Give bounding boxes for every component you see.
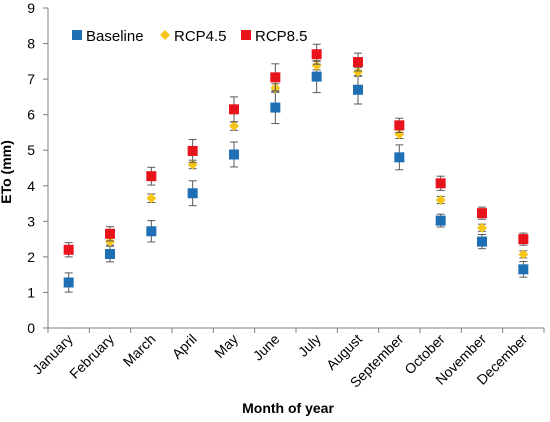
series-rcp4-5	[63, 60, 529, 260]
data-point	[394, 129, 405, 140]
data-point	[105, 228, 115, 239]
y-tick-label: 1	[27, 284, 35, 300]
x-axis-title: Month of year	[242, 400, 334, 416]
data-point	[311, 60, 322, 71]
data-point	[63, 244, 74, 255]
series-baseline	[63, 60, 529, 293]
axes	[47, 8, 544, 329]
legend-item: RCP4.5	[160, 28, 227, 45]
data-point	[105, 249, 115, 260]
y-tick-label: 6	[27, 107, 35, 123]
y-tick-label: 5	[27, 142, 35, 158]
legend-marker	[241, 30, 251, 40]
data-point	[187, 188, 198, 199]
y-tick-label: 9	[27, 0, 35, 16]
data-point	[435, 178, 446, 189]
data-point	[63, 277, 74, 288]
legend-label: RCP8.5	[255, 28, 308, 45]
data-point	[187, 145, 198, 156]
data-point	[229, 104, 239, 115]
x-tick-label: May	[211, 331, 241, 361]
data-point	[435, 195, 446, 205]
data-point	[518, 264, 529, 275]
x-tick-label: April	[169, 331, 200, 362]
y-tick-label: 3	[27, 213, 35, 229]
data-point	[477, 236, 487, 247]
y-tick-label: 0	[27, 320, 35, 336]
y-tick-label: 4	[27, 178, 35, 194]
x-tick-label: February	[66, 331, 117, 382]
data-point	[311, 71, 322, 82]
data-point	[435, 215, 446, 226]
data-point	[353, 84, 363, 95]
data-point	[518, 249, 529, 260]
y-tick-label: 2	[27, 249, 35, 265]
x-tick-label: March	[120, 331, 159, 370]
data-marks	[63, 43, 529, 293]
x-tick-label: June	[250, 331, 283, 364]
data-point	[146, 226, 157, 237]
data-point	[477, 222, 487, 233]
data-point	[146, 171, 157, 182]
data-point	[394, 120, 405, 131]
data-point	[518, 234, 529, 245]
data-point	[353, 57, 363, 68]
data-point	[270, 102, 281, 113]
legend-item: RCP8.5	[241, 28, 308, 45]
legend-marker	[72, 30, 82, 40]
data-point	[105, 236, 115, 247]
x-tick-label: July	[295, 331, 324, 360]
legend: Baseline RCP4.5 RCP8.5	[72, 28, 308, 45]
data-point	[229, 149, 239, 160]
data-point	[477, 208, 487, 219]
data-point	[311, 49, 322, 60]
y-tick-label: 7	[27, 71, 35, 87]
y-axis-title: ETo (mm)	[0, 140, 14, 204]
legend-label: RCP4.5	[174, 28, 227, 45]
y-axis-ticks: 0 1 2 3 4 5 6 7 8 9	[27, 0, 48, 336]
data-point	[270, 72, 281, 83]
legend-marker	[160, 30, 170, 40]
data-point	[353, 67, 363, 77]
legend-item: Baseline	[72, 28, 144, 45]
legend-label: Baseline	[86, 28, 144, 45]
data-point	[394, 152, 405, 163]
data-point	[146, 193, 157, 204]
y-tick-label: 8	[27, 36, 35, 52]
data-point	[229, 121, 239, 132]
series-rcp8-5	[63, 43, 529, 258]
